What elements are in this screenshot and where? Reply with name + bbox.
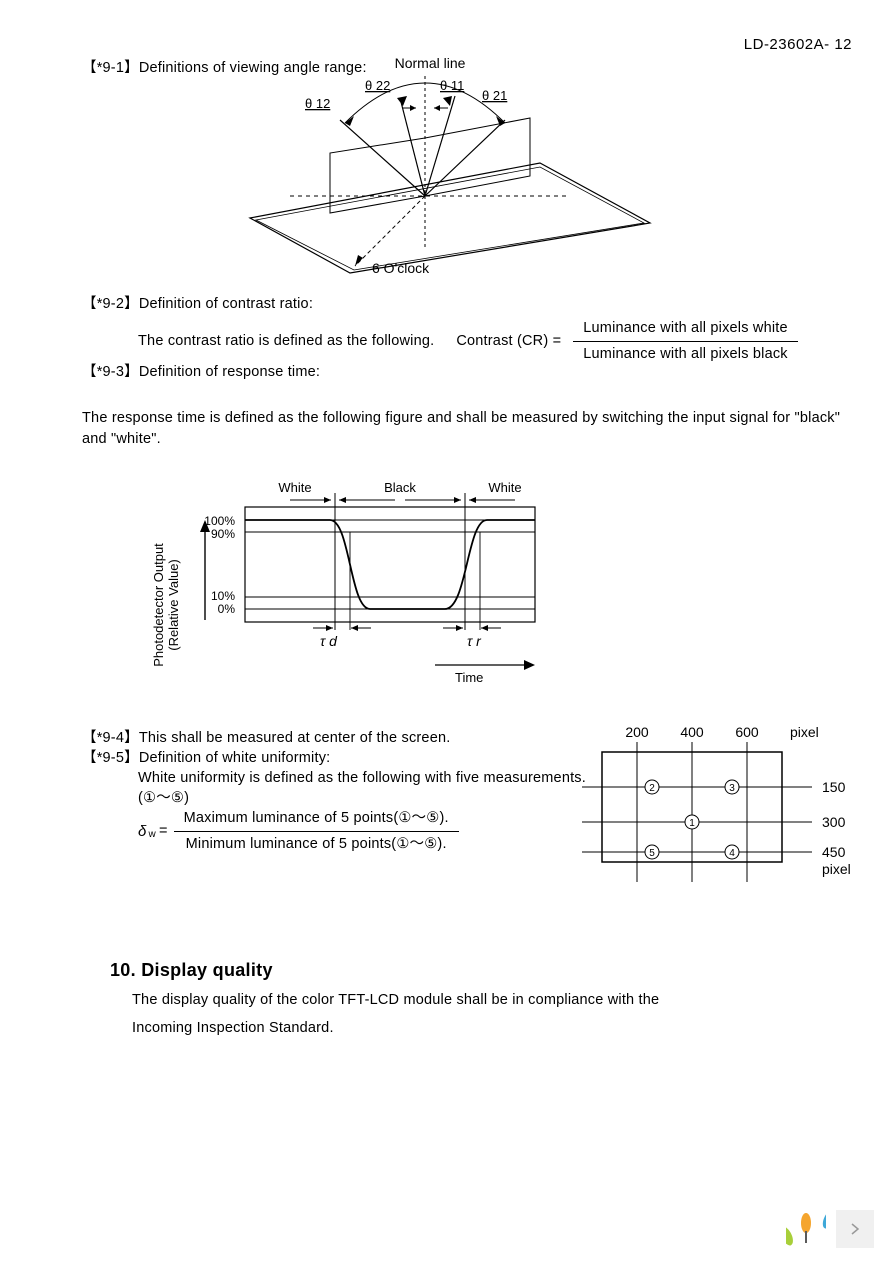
row-300: 300 xyxy=(822,814,846,830)
delta-den: Minimum luminance of 5 points(①～⑤). xyxy=(176,832,457,857)
sec-9-2: 【*9-2】Definition of contrast ratio: xyxy=(82,294,313,315)
sec-9-4-text: This shall be measured at center of the … xyxy=(139,730,451,746)
delta-sub: w xyxy=(149,828,156,843)
sec-9-5-body: White uniformity is defined as the follo… xyxy=(138,768,586,789)
chevron-right-button[interactable] xyxy=(836,1210,874,1248)
contrast-lead: The contrast ratio is defined as the fol… xyxy=(138,331,434,352)
lvl-100: 100% xyxy=(204,514,235,528)
lvl-10: 10% xyxy=(211,589,235,603)
zone-white-2: White xyxy=(488,480,521,495)
sec-10-heading: 10. Display quality xyxy=(110,960,273,981)
svg-text:5: 5 xyxy=(649,848,655,859)
cr-numerator: Luminance with all pixels white xyxy=(573,316,797,341)
six-oclock-label: 6 O'clock xyxy=(372,260,430,276)
sec-10-line1: The display quality of the color TFT-LCD… xyxy=(132,990,659,1011)
sec-9-3-title: Definition of response time: xyxy=(139,364,320,380)
page-root: LD-23602A- 12 【*9-1】Definitions of viewi… xyxy=(0,0,892,1261)
theta21-label: θ 21 xyxy=(482,88,507,103)
sec-9-5-title: Definition of white uniformity: xyxy=(139,750,331,766)
doc-number: LD-23602A- 12 xyxy=(744,36,852,53)
contrast-row: The contrast ratio is defined as the fol… xyxy=(82,316,862,367)
col-400: 400 xyxy=(680,724,704,740)
delta-eq: = xyxy=(159,821,168,842)
tau-d-label: τ d xyxy=(320,633,338,649)
row-150: 150 xyxy=(822,779,846,795)
logo-icon xyxy=(786,1209,826,1249)
y-label-1: Photodetector Output xyxy=(151,543,166,667)
svg-text:1: 1 xyxy=(689,818,695,829)
time-label: Time xyxy=(455,670,483,685)
chevron-right-icon xyxy=(850,1222,860,1236)
delta-num: Maximum luminance of 5 points(①～⑤). xyxy=(174,806,459,831)
pixel-y: pixel xyxy=(822,861,851,877)
tag-9-1: 【*9-1】 xyxy=(82,60,139,76)
cr-denominator: Luminance with all pixels black xyxy=(573,342,797,367)
sec-9-5: 【*9-5】Definition of white uniformity: xyxy=(82,748,330,769)
theta11-label: θ 11 xyxy=(440,78,464,93)
delta-sym: δ xyxy=(138,821,147,843)
zone-white-1: White xyxy=(278,480,311,495)
theta22-label: θ 22 xyxy=(365,78,390,93)
svg-text:4: 4 xyxy=(729,848,735,859)
contrast-fraction: Luminance with all pixels white Luminanc… xyxy=(573,316,797,367)
svg-text:2: 2 xyxy=(649,783,655,794)
row-450: 450 xyxy=(822,844,846,860)
pixel-map-diagram: 200 400 600 pixel 150 300 450 pixel 1 2 … xyxy=(582,722,867,902)
tau-r-label: τ r xyxy=(467,633,482,649)
sec-9-3-body: The response time is defined as the foll… xyxy=(82,408,842,450)
sec-9-4: 【*9-4】This shall be measured at center o… xyxy=(82,728,450,749)
pixel-x: pixel xyxy=(790,724,819,740)
contrast-label: Contrast (CR) = xyxy=(456,331,561,352)
y-label-2: (Relative Value) xyxy=(166,559,181,651)
response-time-chart: Photodetector Output (Relative Value) 10… xyxy=(135,470,615,690)
svg-text:3: 3 xyxy=(729,783,735,794)
col-600: 600 xyxy=(735,724,759,740)
sec-9-3: 【*9-3】Definition of response time: xyxy=(82,362,320,383)
tag-9-3: 【*9-3】 xyxy=(82,364,139,380)
normal-line-label: Normal line xyxy=(395,55,466,71)
viewing-angle-diagram: Normal line θ 11 θ 21 θ 22 θ 12 6 O xyxy=(230,48,690,278)
sec-9-2-title: Definition of contrast ratio: xyxy=(139,296,313,312)
tag-9-4: 【*9-4】 xyxy=(82,730,139,746)
lvl-90: 90% xyxy=(211,527,235,541)
tag-9-2: 【*9-2】 xyxy=(82,296,139,312)
col-200: 200 xyxy=(625,724,649,740)
sec-10-line2: Incoming Inspection Standard. xyxy=(132,1018,334,1039)
delta-fraction: Maximum luminance of 5 points(①～⑤). Mini… xyxy=(174,806,459,857)
tag-9-5: 【*9-5】 xyxy=(82,750,139,766)
delta-formula: δ w = Maximum luminance of 5 points(①～⑤)… xyxy=(138,806,459,857)
zone-black: Black xyxy=(384,480,416,495)
theta12-label: θ 12 xyxy=(305,96,330,111)
lvl-0: 0% xyxy=(218,602,236,616)
floating-toolbar xyxy=(786,1209,874,1249)
